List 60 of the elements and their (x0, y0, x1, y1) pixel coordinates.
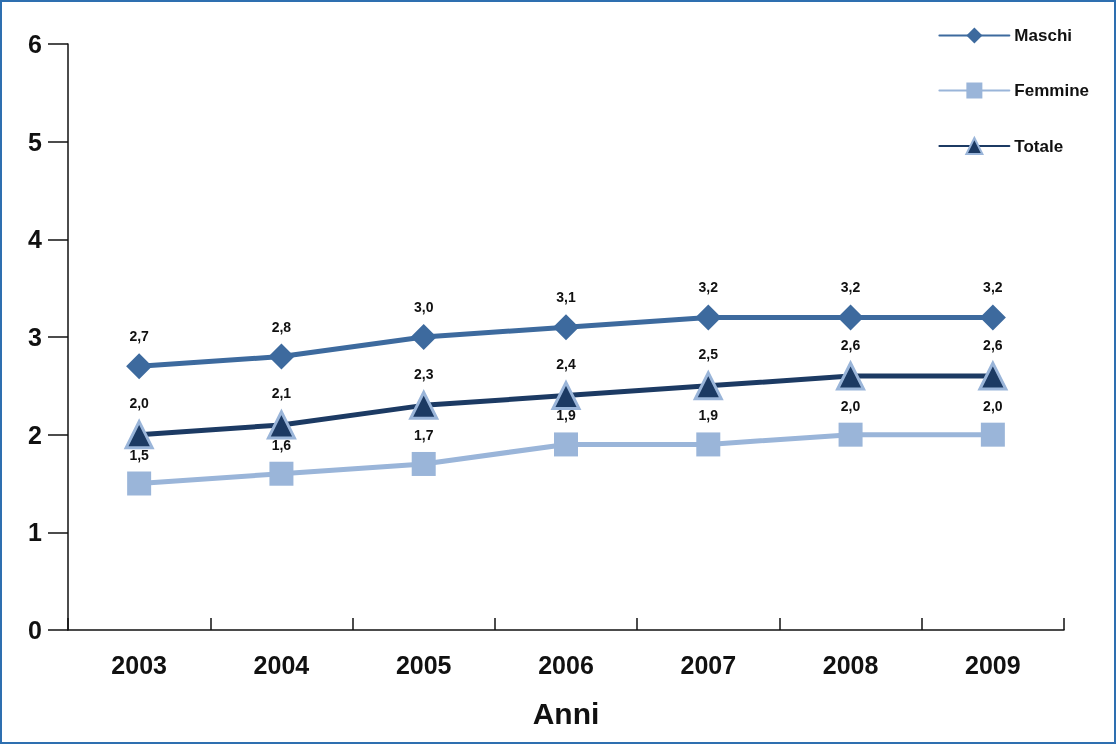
x-tick-label: 2009 (965, 650, 1021, 679)
data-label: 3,1 (556, 289, 576, 306)
y-tick-label: 5 (28, 127, 43, 156)
x-tick-label: 2008 (822, 650, 879, 679)
x-tick-label: 2007 (680, 650, 737, 679)
point (693, 371, 723, 401)
data-label: 2,3 (413, 365, 434, 382)
x-axis-title: Anni (532, 696, 600, 730)
point (980, 422, 1005, 447)
point (838, 422, 863, 447)
data-label: 2,0 (129, 395, 150, 412)
data-label: 2,4 (556, 356, 576, 373)
x-tick-label: 2003 (111, 650, 167, 679)
point (127, 471, 152, 496)
data-label: 2,5 (698, 346, 719, 363)
point (553, 314, 579, 341)
y-tick-label: 4 (28, 225, 43, 254)
point (266, 410, 296, 440)
point (409, 390, 439, 420)
point (696, 432, 721, 457)
data-label: 1,9 (698, 407, 719, 424)
y-tick-label: 2 (28, 420, 42, 449)
point (836, 361, 866, 391)
point (411, 451, 436, 476)
data-label: 1,5 (129, 446, 150, 463)
point (695, 304, 722, 331)
point (268, 343, 295, 370)
point (979, 304, 1006, 331)
x-tick-label: 2006 (538, 650, 594, 679)
data-label: 3,2 (983, 279, 1003, 296)
y-tick-label: 0 (28, 616, 42, 644)
data-label: 2,0 (983, 397, 1003, 414)
y-tick-label: 1 (28, 518, 43, 547)
data-label: 2,8 (271, 318, 292, 335)
legend-label: Maschi (1014, 26, 1073, 45)
point (124, 420, 154, 450)
point (978, 361, 1008, 391)
y-tick-label: 3 (28, 323, 42, 351)
x-tick-label: 2005 (395, 650, 452, 679)
data-label: 3,2 (840, 279, 861, 296)
legend-label: Totale (1014, 136, 1064, 156)
data-label: 1,9 (556, 407, 576, 424)
point (554, 432, 578, 457)
legend-label: Femmine (1014, 81, 1090, 100)
data-label: 2,6 (840, 336, 861, 353)
data-label: 2,7 (129, 328, 150, 345)
data-label: 2,0 (840, 397, 861, 414)
y-tick-label: 6 (28, 30, 42, 58)
point (551, 381, 581, 411)
data-label: 2,1 (271, 385, 292, 402)
point (837, 304, 864, 331)
data-label: 2,6 (983, 336, 1003, 353)
data-label: 1,6 (271, 436, 292, 453)
data-label: 1,7 (413, 426, 434, 443)
point (410, 324, 437, 350)
data-label: 3,0 (413, 299, 434, 315)
data-label: 3,2 (698, 279, 719, 296)
point (269, 461, 294, 486)
x-tick-label: 2004 (253, 650, 310, 679)
point (126, 353, 153, 380)
